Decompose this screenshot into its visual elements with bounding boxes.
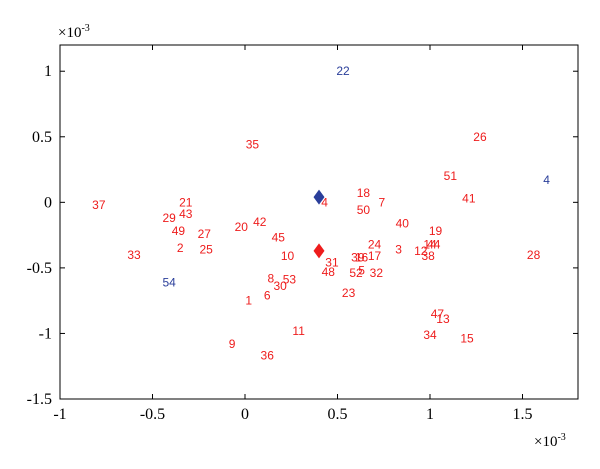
point-label-9: 9 (229, 337, 236, 351)
point-label-5: 5 (358, 264, 365, 278)
point-label-37: 37 (92, 198, 106, 212)
point-label-39: 39 (351, 250, 365, 264)
point-label-22: 22 (336, 64, 350, 78)
point-label-13: 13 (436, 312, 450, 326)
point-label-42: 42 (253, 215, 267, 229)
point-label-3: 3 (395, 243, 402, 257)
point-label-4: 4 (321, 195, 328, 209)
point-label-36: 36 (261, 349, 275, 363)
point-label-15: 15 (460, 332, 474, 346)
point-label-40: 40 (396, 216, 410, 230)
point-label-20: 20 (235, 220, 249, 234)
point-label-34: 34 (423, 328, 437, 342)
point-label-32: 32 (370, 266, 384, 280)
point-label-54: 54 (162, 275, 176, 289)
x-tick-label: 1 (426, 406, 434, 423)
point-label-49: 49 (172, 224, 186, 238)
point-label-21: 21 (179, 195, 193, 209)
point-label-24: 24 (368, 237, 382, 251)
point-label-38: 38 (421, 249, 435, 263)
point-label-7: 7 (379, 195, 386, 209)
point-label-30: 30 (273, 279, 287, 293)
point-label-25: 25 (199, 243, 213, 257)
y-tick-label: -0.5 (27, 260, 52, 277)
point-label-52: 52 (349, 266, 363, 280)
point-label-48: 48 (322, 265, 336, 279)
point-label-6: 6 (264, 288, 271, 302)
point-label-16: 16 (355, 250, 369, 264)
x-tick-label: -1 (53, 406, 66, 423)
y-tick-label: -1 (39, 325, 52, 342)
point-label-4: 4 (543, 173, 550, 187)
point-label-10: 10 (281, 249, 295, 263)
point-label-51: 51 (444, 169, 458, 183)
point-label-50: 50 (357, 203, 371, 217)
point-label-18: 18 (357, 186, 371, 200)
x-exponent-label: ×10-3 (534, 432, 566, 450)
point-label-12: 12 (414, 244, 428, 258)
point-label-11: 11 (292, 324, 305, 338)
y-exponent-label: ×10-3 (58, 23, 90, 41)
point-label-43: 43 (179, 207, 193, 221)
point-label-53: 53 (283, 273, 297, 287)
y-tick-label: 0.5 (32, 129, 52, 146)
point-label-19: 19 (429, 224, 443, 238)
point-label-29: 29 (162, 211, 176, 225)
point-label-14: 14 (423, 237, 437, 251)
y-tick-label: -1.5 (27, 391, 52, 408)
point-label-35: 35 (246, 138, 260, 152)
x-axis: -1 -0.5 0 0.5 1 1.5 (53, 45, 533, 423)
y-tick-label: 1 (44, 63, 52, 80)
point-label-17: 17 (368, 249, 382, 263)
point-label-45: 45 (272, 231, 286, 245)
point-label-1: 1 (245, 294, 252, 308)
point-label-31: 31 (325, 256, 339, 270)
point-label-27: 27 (198, 227, 212, 241)
x-tick-label: 1.5 (513, 406, 533, 423)
x-tick-label: 0.5 (328, 406, 348, 423)
point-label-8: 8 (268, 271, 275, 285)
point-label-44: 44 (427, 237, 441, 251)
red-diamond-marker (313, 243, 325, 259)
blue-diamond-marker (313, 189, 325, 205)
point-label-23: 23 (342, 286, 356, 300)
y-tick-label: 0 (44, 194, 52, 211)
diamond-markers (313, 189, 325, 259)
point-label-41: 41 (462, 191, 476, 205)
point-label-47: 47 (431, 307, 445, 321)
point-label-28: 28 (527, 248, 541, 262)
y-axis: -1.5 -1 -0.5 0 0.5 1 (27, 63, 578, 408)
x-tick-label: -0.5 (140, 406, 165, 423)
point-label-33: 33 (127, 248, 141, 262)
plot-area (59, 44, 579, 400)
point-label-26: 26 (473, 130, 487, 144)
point-label-2: 2 (177, 241, 184, 255)
x-tick-label: 0 (241, 406, 249, 423)
